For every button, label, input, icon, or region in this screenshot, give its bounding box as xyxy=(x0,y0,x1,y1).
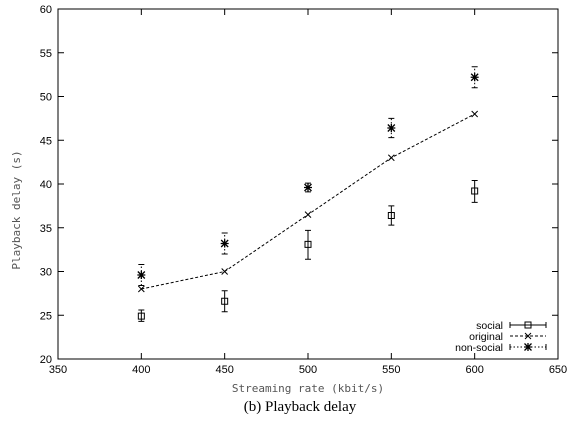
y-tick-label: 60 xyxy=(40,4,52,16)
x-tick-label: 450 xyxy=(215,364,233,376)
non-social-point xyxy=(304,183,312,192)
y-tick-label: 25 xyxy=(40,310,52,322)
social-point xyxy=(471,187,479,195)
x-tick-label: 550 xyxy=(382,364,400,376)
legend-label-non-social: non-social xyxy=(455,342,503,354)
y-tick-label: 20 xyxy=(40,354,52,366)
plot-area xyxy=(137,66,479,322)
social-errorbar xyxy=(221,290,228,313)
y-axis-label: Playback delay (s) xyxy=(10,150,23,269)
legend-marker-non-social xyxy=(524,343,532,351)
axes: 350 400 450 500 550 600 650 20 25 30 35 40 45 50 55 60 xyxy=(40,4,567,376)
social-errorbar xyxy=(138,309,145,322)
non-social-point xyxy=(220,239,229,248)
chart-caption: (b) Playback delay xyxy=(244,399,357,415)
x-tick-label: 500 xyxy=(299,364,317,376)
y-tick-label: 30 xyxy=(40,267,52,279)
y-tick-label: 40 xyxy=(40,179,52,191)
social-point xyxy=(387,212,395,219)
legend-label-social: social xyxy=(476,320,503,332)
non-social-errorbar xyxy=(388,117,395,139)
social-point xyxy=(137,312,145,320)
non-social-point xyxy=(387,124,396,132)
legend-marker-social xyxy=(524,321,532,329)
original-point xyxy=(387,154,395,162)
non-social-point xyxy=(137,271,146,279)
social-errorbar xyxy=(388,205,395,226)
original-point xyxy=(221,268,229,275)
original-point xyxy=(137,285,145,293)
y-tick-label: 45 xyxy=(40,135,52,147)
original-line xyxy=(141,113,475,290)
legend-marker-original xyxy=(524,332,532,340)
social-point xyxy=(304,240,312,248)
legend-label-original: original xyxy=(469,331,503,343)
x-axis-label: Streaming rate (kbit/s) xyxy=(232,382,384,395)
y-tick-label: 55 xyxy=(40,48,52,60)
original-point xyxy=(471,110,479,118)
social-point xyxy=(221,297,229,305)
social-errorbar xyxy=(471,180,478,203)
original-point xyxy=(304,211,312,218)
x-tick-label: 650 xyxy=(549,364,567,376)
y-tick-label: 50 xyxy=(40,92,52,104)
x-tick-label: 400 xyxy=(132,364,150,376)
y-tick-label: 35 xyxy=(40,223,52,235)
x-tick-label: 350 xyxy=(49,364,67,376)
x-tick-label: 600 xyxy=(465,364,483,376)
social-errorbar xyxy=(305,229,311,260)
non-social-point xyxy=(470,73,479,82)
